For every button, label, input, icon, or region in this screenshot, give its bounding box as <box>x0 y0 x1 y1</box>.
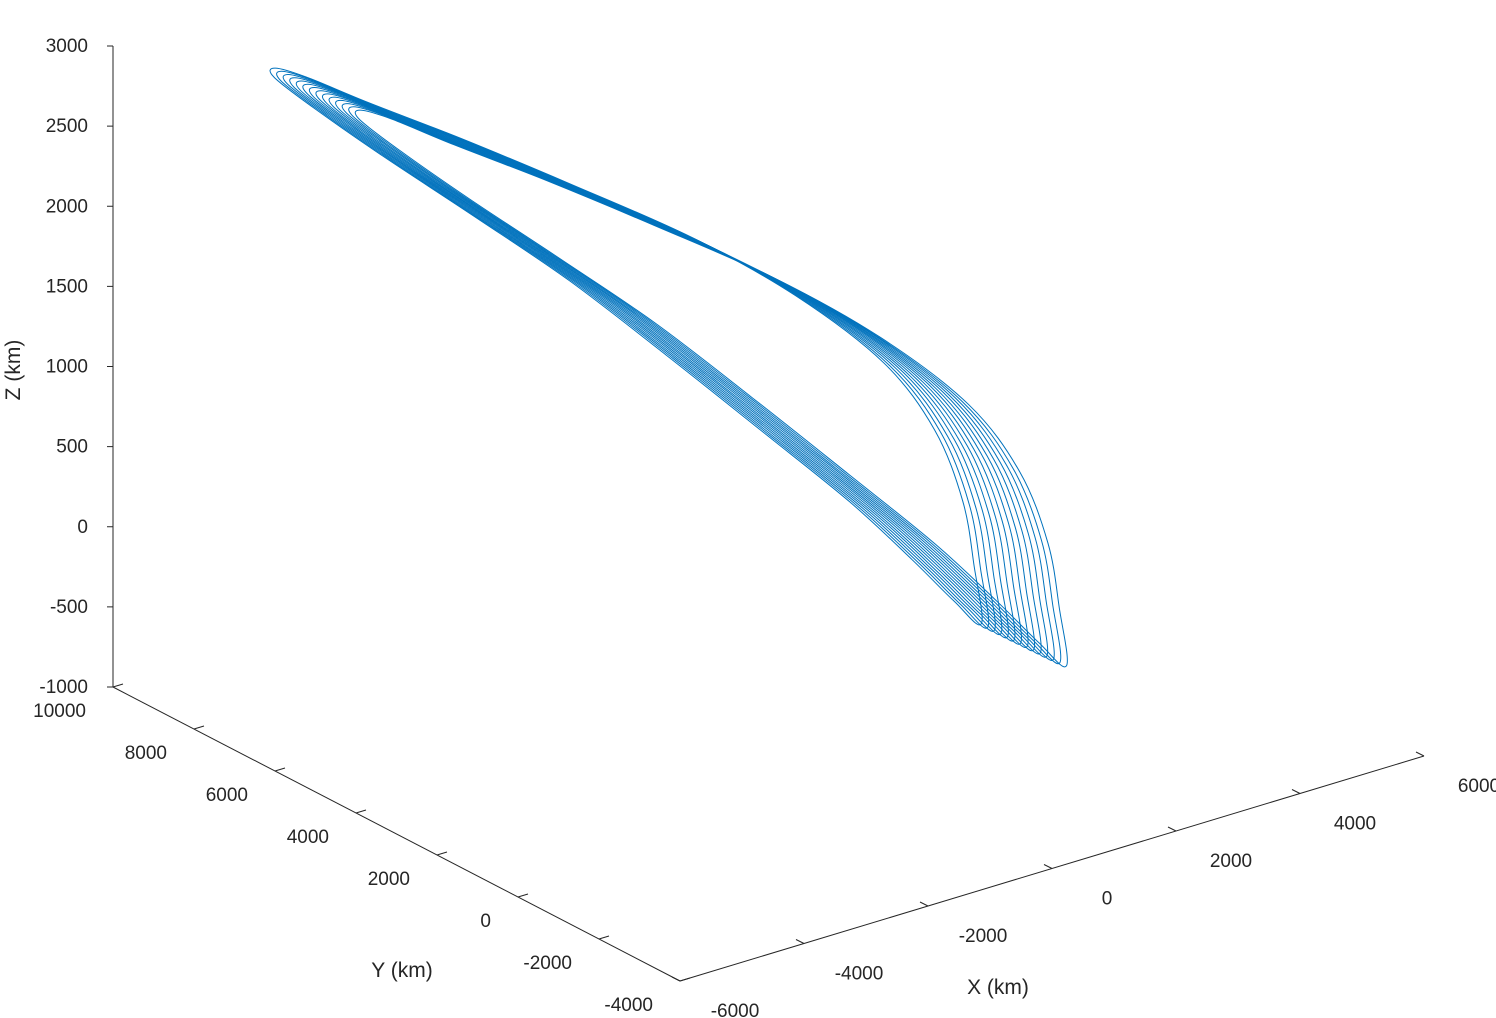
orbit-loop <box>328 96 1042 655</box>
y-tick-mark <box>193 725 205 730</box>
y-tick-label: 2000 <box>368 869 410 890</box>
z-tick-label: 1500 <box>46 276 88 297</box>
y-tick-mark <box>436 851 448 856</box>
orbit-loop <box>354 109 1068 668</box>
x-tick-label: 4000 <box>1334 814 1376 835</box>
orbit-loop <box>348 106 1062 665</box>
orbit-loop <box>276 70 990 629</box>
orbit-loop <box>269 67 983 626</box>
orbit-loop <box>341 103 1055 661</box>
y-axis-label: Y (km) <box>371 959 432 982</box>
orbit-loop <box>315 90 1029 649</box>
x-tick-mark <box>1043 864 1053 869</box>
z-tick-label: 2000 <box>46 196 88 217</box>
orbit-loop <box>282 73 996 632</box>
z-tick-label: 500 <box>56 437 88 458</box>
tick-group: -1000 -500 0 500 1000 1500 2000 2500 3000 -4000 -2… <box>33 36 1496 1018</box>
y-tick-label: -4000 <box>604 995 653 1016</box>
orbit-loop <box>295 80 1009 639</box>
x-tick-label: 0 <box>1102 889 1113 910</box>
y-tick-mark <box>517 893 529 898</box>
x-tick-mark <box>1167 826 1177 832</box>
y-tick-label: 8000 <box>125 743 167 764</box>
orbit-loop <box>308 86 1022 645</box>
y-tick-label: -2000 <box>523 953 572 974</box>
x-tick-mark <box>671 976 681 982</box>
orbit-loop <box>302 83 1016 642</box>
x-tick-label: 6000 <box>1458 776 1496 797</box>
y-tick-mark <box>274 767 286 772</box>
orbit-loop <box>335 99 1049 658</box>
orbit-loop <box>322 93 1035 652</box>
z-tick-label: 1000 <box>46 357 88 378</box>
x-tick-mark <box>1291 789 1301 794</box>
y-tick-mark <box>355 809 367 814</box>
y-tick-label: 10000 <box>33 701 86 722</box>
x-tick-mark <box>1415 751 1425 757</box>
x-tick-label: -4000 <box>835 964 884 985</box>
z-tick-label: 2500 <box>46 116 88 137</box>
z-tick-label: -500 <box>50 597 88 618</box>
z-tick-label: 3000 <box>46 36 88 57</box>
y-tick-mark <box>598 935 610 940</box>
y-tick-label: 6000 <box>206 785 248 806</box>
x-tick-mark <box>919 901 929 907</box>
y-tick-label: 4000 <box>287 827 329 848</box>
z-tick-label: -1000 <box>39 677 88 698</box>
z-axis-label: Z (km) <box>2 340 25 401</box>
z-tick-label: 0 <box>77 517 88 538</box>
x-tick-label: -2000 <box>959 926 1008 947</box>
x-tick-mark <box>795 939 805 944</box>
y-tick-mark <box>679 977 691 982</box>
orbit-series <box>269 67 1068 668</box>
y-axis-line <box>112 686 681 982</box>
x-tick-label: -6000 <box>711 1001 760 1018</box>
x-axis-label: X (km) <box>967 976 1029 999</box>
y-tick-mark <box>112 683 124 688</box>
x-tick-label: 2000 <box>1210 851 1252 872</box>
orbit-loop <box>289 77 1003 636</box>
y-tick-label: 0 <box>480 911 491 932</box>
